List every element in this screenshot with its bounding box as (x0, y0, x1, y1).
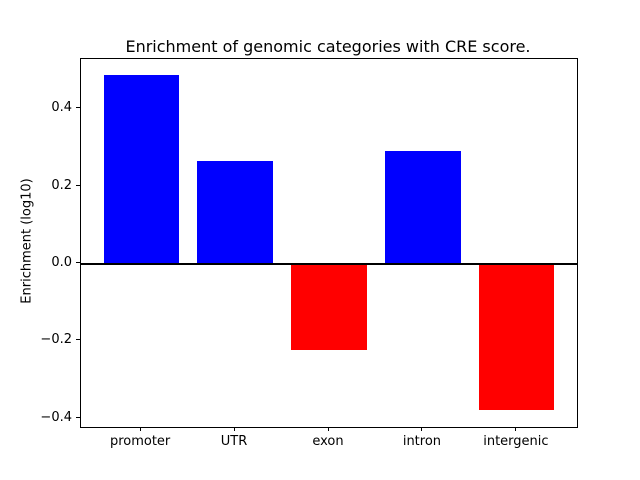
bar-intron (385, 150, 461, 264)
x-tick-mark (421, 426, 423, 431)
y-tick-mark (75, 107, 80, 109)
y-tick-label: −0.4 (40, 409, 72, 425)
y-tick-label: −0.2 (40, 332, 72, 348)
x-tick-mark (515, 426, 517, 431)
y-tick-label: 0.4 (51, 100, 72, 116)
x-tick-mark (327, 426, 329, 431)
x-tick-mark (139, 426, 141, 431)
x-tick-label-intron: intron (402, 433, 442, 449)
x-tick-label-exon: exon (312, 433, 344, 449)
zero-line (81, 262, 577, 265)
x-tick-mark (233, 426, 235, 431)
y-tick-label: 0.2 (51, 177, 72, 193)
x-tick-label-UTR: UTR (220, 433, 248, 449)
y-tick-mark (75, 262, 80, 264)
y-tick-mark (75, 184, 80, 186)
y-tick-mark (75, 416, 80, 418)
bar-UTR (197, 161, 273, 264)
bar-intergenic (479, 263, 555, 410)
bar-exon (291, 263, 367, 350)
y-tick-label: 0.0 (51, 255, 72, 271)
y-axis-label: Enrichment (log10) (19, 178, 35, 304)
y-tick-mark (75, 339, 80, 341)
bar-promoter (103, 75, 179, 264)
x-tick-label-promoter: promoter (109, 433, 171, 449)
plot-area (80, 57, 578, 428)
x-tick-label-intergenic: intergenic (483, 433, 549, 449)
chart-title: Enrichment of genomic categories with CR… (125, 37, 531, 56)
